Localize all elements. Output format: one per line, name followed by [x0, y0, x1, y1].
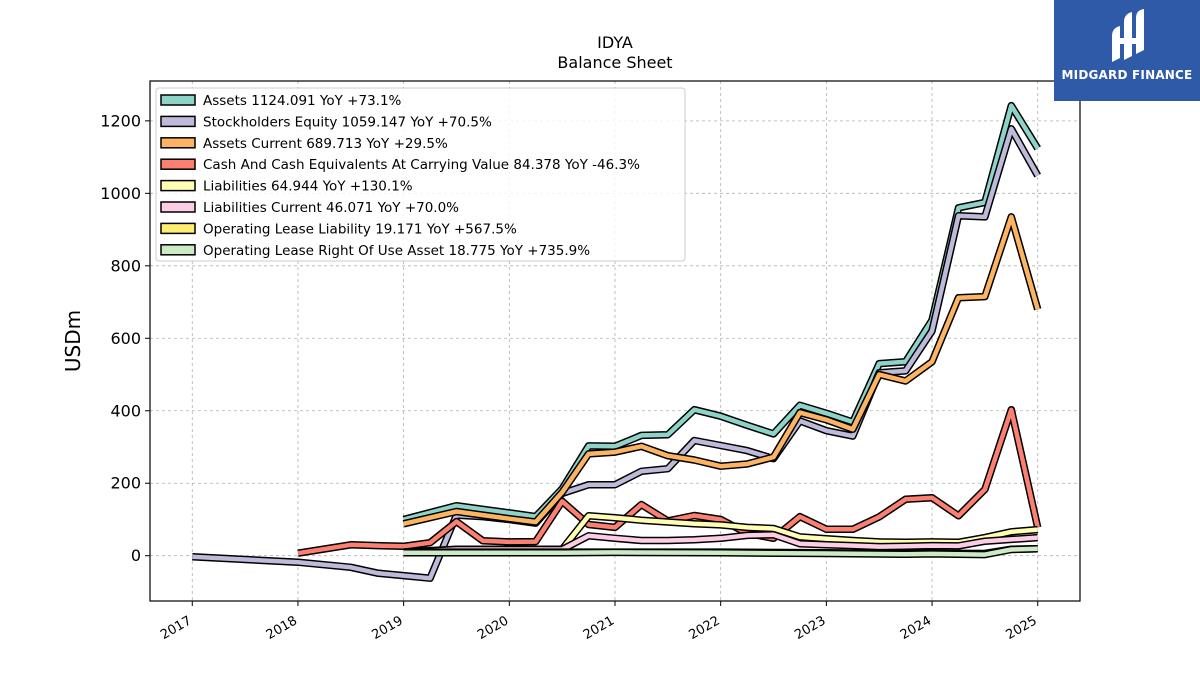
- series-3: [297, 405, 1042, 557]
- x-tick-label: 2018: [264, 613, 300, 643]
- x-tick-label: 2017: [158, 613, 194, 643]
- brand-logo: MIDGARD FINANCE: [1054, 0, 1200, 101]
- y-tick-label: 800: [110, 256, 141, 275]
- x-tick-label: 2022: [687, 613, 723, 643]
- logo-mark-icon: [1112, 9, 1144, 62]
- brand-name: MIDGARD FINANCE: [1061, 68, 1193, 82]
- y-tick-label: 1200: [100, 111, 141, 130]
- x-axis-ticks: 2017 2018 2019 2020 2021 2022 2023 2024 2025: [158, 601, 1040, 643]
- legend-entry-label: Liabilities 64.944 YoY +130.1%: [203, 179, 413, 195]
- x-tick-label: 2023: [792, 613, 828, 643]
- legend-swatch: [160, 222, 196, 235]
- y-tick-label: 1000: [100, 184, 141, 203]
- series-line: [403, 546, 1038, 557]
- legend-swatch: [160, 115, 196, 128]
- series-1: [192, 125, 1041, 582]
- series-line: [403, 214, 1040, 526]
- series-lines: [192, 101, 1042, 582]
- legend-swatch: [160, 158, 196, 170]
- y-tick-label: 600: [110, 329, 141, 348]
- legend-swatch: [160, 244, 196, 256]
- legend-entry-label: Assets 1124.091 YoY +73.1%: [203, 93, 402, 109]
- series-line: [297, 407, 1040, 556]
- legend-entry-label: Liabilities Current 46.071 YoY +70.0%: [203, 200, 459, 216]
- y-tick-label: 0: [131, 546, 141, 565]
- x-tick-label: 2019: [369, 613, 405, 643]
- series-2: [402, 213, 1042, 528]
- chart-subtitle: Balance Sheet: [557, 53, 672, 72]
- legend-entry-label: Operating Lease Right Of Use Asset 18.77…: [203, 243, 590, 259]
- legend-swatch: [160, 94, 196, 106]
- y-tick-label: 200: [110, 474, 141, 493]
- legend: Assets 1124.091 YoY +73.1% Stockholders E…: [155, 87, 686, 262]
- x-tick-label: 2021: [581, 613, 617, 643]
- y-tick-label: 400: [110, 401, 141, 420]
- legend-swatch: [160, 179, 196, 192]
- y-axis-label: USDm: [61, 310, 85, 372]
- legend-entry-label: Cash And Cash Equivalents At Carrying Va…: [203, 157, 640, 173]
- series-line: [192, 126, 1040, 581]
- y-axis-ticks: 0 200 400 600 800 1000 1200: [100, 111, 150, 565]
- legend-entry-label: Stockholders Equity 1059.147 YoY +70.5%: [203, 114, 492, 130]
- x-tick-label: 2024: [898, 613, 934, 643]
- legend-box: [155, 87, 686, 262]
- legend-entry-label: Assets Current 689.713 YoY +29.5%: [203, 136, 448, 152]
- x-tick-label: 2020: [475, 613, 511, 643]
- series-7: [403, 545, 1038, 559]
- legend-entry-label: Operating Lease Liability 19.171 YoY +56…: [203, 221, 517, 237]
- legend-swatch: [160, 201, 196, 213]
- x-tick-label: 2025: [1004, 613, 1040, 643]
- legend-swatch: [160, 137, 196, 149]
- chart-title: IDYA: [597, 33, 633, 52]
